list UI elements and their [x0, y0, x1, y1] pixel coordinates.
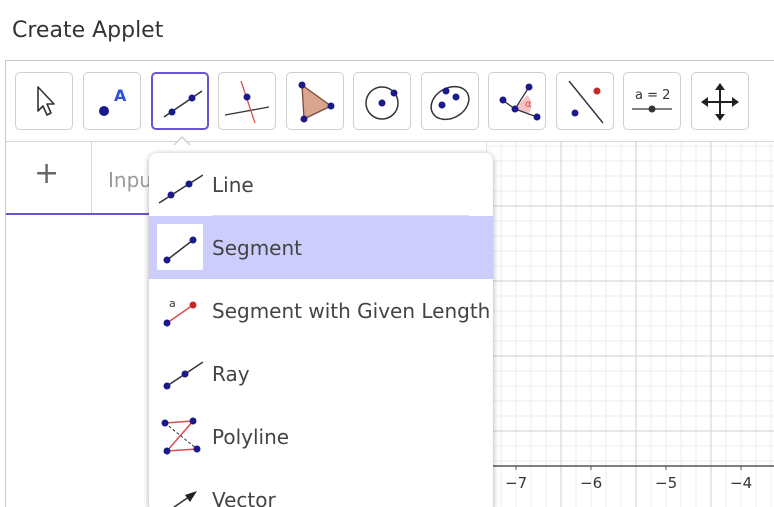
graphics-view[interactable]: −7 −6 −5 −4: [486, 142, 774, 507]
reflect-tool[interactable]: [556, 72, 614, 130]
menu-item-vector[interactable]: Vector: [149, 468, 493, 507]
circle-icon: [365, 86, 399, 120]
x-tick-label: −6: [580, 474, 603, 492]
menu-caret-inner: [174, 138, 190, 146]
perpendicular-line-tool[interactable]: [218, 72, 276, 130]
move-graphics-tool[interactable]: [691, 72, 749, 130]
geogebra-applet: −7 −6 −5 −4 + Input... A: [5, 60, 774, 507]
menu-item-label: Segment: [212, 236, 302, 260]
point-icon: A: [99, 86, 127, 116]
menu-item-polyline[interactable]: Polyline: [149, 405, 493, 468]
divider: [212, 215, 469, 216]
x-tick-label: −5: [655, 474, 678, 492]
add-item-button[interactable]: +: [34, 156, 60, 191]
line-icon: [158, 174, 203, 204]
menu-item-segment[interactable]: Segment: [149, 216, 493, 279]
menu-item-segment-given-length[interactable]: a Segment with Given Length: [149, 279, 493, 342]
slider-icon: a = 2: [632, 88, 672, 113]
menu-item-ray[interactable]: Ray: [149, 342, 493, 405]
perpendicular-line-icon: [224, 80, 270, 124]
point-tool[interactable]: A: [83, 72, 141, 130]
polygon-tool[interactable]: [286, 72, 344, 130]
menu-item-label: Vector: [212, 488, 276, 507]
graphics-grid: [486, 142, 774, 507]
polygon-icon: [298, 81, 335, 123]
segment-tool[interactable]: [151, 72, 209, 130]
ray-icon: [163, 361, 203, 390]
move-tool[interactable]: [15, 72, 73, 130]
move-graphics-icon: [701, 83, 739, 121]
ellipse-icon: [430, 85, 470, 121]
vector-icon: [172, 491, 197, 507]
svg-text:a = 2: a = 2: [635, 88, 670, 103]
menu-item-label: Polyline: [212, 425, 290, 449]
slider-tool[interactable]: a = 2: [623, 72, 681, 130]
menu-item-label: Line: [212, 173, 254, 197]
polyline-icon: [161, 417, 201, 455]
angle-tool[interactable]: α: [488, 72, 546, 130]
segment-icon: [163, 90, 203, 118]
toolbar: A: [6, 61, 774, 142]
point-label: a: [169, 297, 176, 310]
window-title: Create Applet: [12, 18, 164, 43]
angle-icon: α: [499, 83, 541, 121]
menu-item-label: Segment with Given Length: [212, 299, 491, 323]
reflect-icon: [568, 80, 604, 124]
segment-tool-menu: Line Segment a Segment with Given Length: [149, 153, 493, 507]
segment-given-length-icon: a: [163, 297, 197, 327]
svg-text:α: α: [525, 99, 532, 110]
x-tick-label: −4: [730, 474, 753, 492]
divider: [91, 142, 92, 213]
svg-text:A: A: [114, 86, 127, 105]
x-tick-label: −7: [505, 474, 528, 492]
ellipse-tool[interactable]: [421, 72, 479, 130]
menu-item-line[interactable]: Line: [149, 153, 493, 216]
menu-item-label: Ray: [212, 362, 250, 386]
segment-icon: [157, 224, 203, 270]
circle-tool[interactable]: [353, 72, 411, 130]
arrow-cursor-icon: [37, 86, 55, 116]
